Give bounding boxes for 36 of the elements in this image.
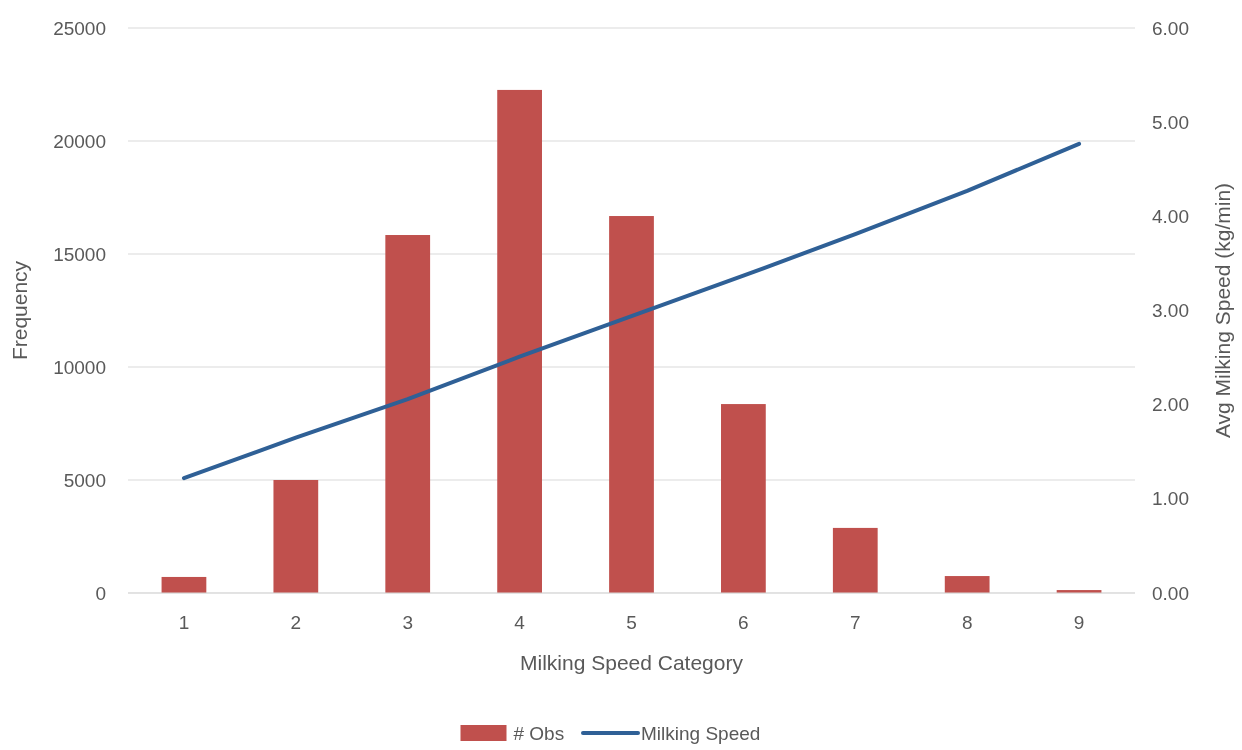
bar <box>832 527 878 593</box>
bar <box>944 576 990 593</box>
x-tick-label: 5 <box>626 612 637 633</box>
bar <box>721 404 766 593</box>
y-tick-label: 25000 <box>53 17 106 39</box>
y-tick-label: 10000 <box>53 356 106 378</box>
legend-label: Milking Speed <box>641 722 761 744</box>
y2-tick-label: 3.00 <box>1152 300 1189 322</box>
x-tick-label: 8 <box>961 612 973 633</box>
x-tick-label: 7 <box>849 612 861 633</box>
y2-axis-title: Avg Milking Speed (kg/min) <box>1211 182 1234 439</box>
x-tick-label: 3 <box>402 612 414 633</box>
line-series <box>181 141 1082 481</box>
y2-tick-label: 2.00 <box>1152 394 1189 416</box>
y-tick-label: 15000 <box>53 243 106 265</box>
x-tick-label: 1 <box>178 612 190 633</box>
y-tick-label: 0 <box>95 582 106 604</box>
bar <box>161 576 207 593</box>
x-axis-title: Milking Speed Category <box>520 651 744 674</box>
y2-tick-label: 0.00 <box>1152 582 1189 604</box>
y-axis-title: Frequency <box>8 260 31 361</box>
bar <box>385 235 431 593</box>
x-tick-label: 4 <box>514 612 526 633</box>
bar <box>497 89 542 593</box>
y2-tick-label: 4.00 <box>1152 205 1189 227</box>
y-tick-label: 20000 <box>53 130 106 152</box>
y2-tick-label: 6.00 <box>1152 17 1189 39</box>
bar <box>609 216 654 593</box>
x-tick-label: 2 <box>290 612 302 633</box>
y2-tick-label: 1.00 <box>1152 488 1189 510</box>
y-tick-label: 5000 <box>63 469 106 491</box>
x-tick-label: 6 <box>738 612 749 633</box>
x-tick-label: 9 <box>1073 612 1085 633</box>
bar <box>273 480 319 593</box>
y2-tick-label: 5.00 <box>1152 111 1189 133</box>
legend-label: # Obs <box>513 722 565 744</box>
